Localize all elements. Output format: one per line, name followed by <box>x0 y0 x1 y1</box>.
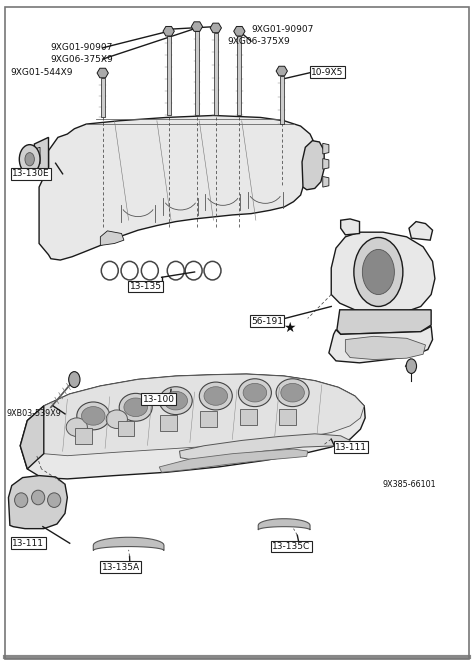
FancyBboxPatch shape <box>200 412 217 427</box>
Polygon shape <box>39 115 317 260</box>
Circle shape <box>69 372 80 388</box>
Text: 13-130E: 13-130E <box>12 169 50 178</box>
Polygon shape <box>20 374 365 479</box>
Polygon shape <box>9 476 67 529</box>
Text: 9XB03-539X9: 9XB03-539X9 <box>6 410 61 418</box>
Circle shape <box>354 238 403 306</box>
Ellipse shape <box>164 392 188 410</box>
Polygon shape <box>323 176 329 187</box>
Circle shape <box>25 153 35 166</box>
Ellipse shape <box>199 382 232 410</box>
Text: 13-135: 13-135 <box>129 282 162 291</box>
FancyBboxPatch shape <box>214 33 218 115</box>
Ellipse shape <box>66 418 87 436</box>
Ellipse shape <box>106 410 128 428</box>
Ellipse shape <box>159 387 192 414</box>
Polygon shape <box>337 310 431 334</box>
Polygon shape <box>210 23 221 33</box>
Ellipse shape <box>82 407 105 425</box>
Text: 13-100: 13-100 <box>143 395 175 404</box>
Text: 9XG01-544X9: 9XG01-544X9 <box>11 68 73 77</box>
Polygon shape <box>323 159 329 169</box>
FancyBboxPatch shape <box>167 36 171 115</box>
Polygon shape <box>35 137 48 174</box>
FancyBboxPatch shape <box>75 428 92 444</box>
Polygon shape <box>180 434 350 460</box>
FancyBboxPatch shape <box>118 420 134 436</box>
FancyBboxPatch shape <box>160 415 177 431</box>
Circle shape <box>406 359 417 374</box>
Ellipse shape <box>119 394 152 421</box>
Circle shape <box>362 250 394 294</box>
Polygon shape <box>409 222 433 240</box>
Text: 13-135C: 13-135C <box>273 542 310 551</box>
Text: 9XG01-90907: 9XG01-90907 <box>51 43 113 53</box>
Polygon shape <box>100 231 124 246</box>
Polygon shape <box>97 68 109 78</box>
Text: 13-135A: 13-135A <box>102 563 140 571</box>
FancyBboxPatch shape <box>240 409 257 424</box>
Ellipse shape <box>238 379 272 407</box>
Polygon shape <box>20 406 44 469</box>
Ellipse shape <box>243 384 267 402</box>
FancyBboxPatch shape <box>195 31 199 115</box>
FancyBboxPatch shape <box>279 409 296 424</box>
Circle shape <box>19 145 40 174</box>
Polygon shape <box>258 519 310 530</box>
Text: 10-9X5: 10-9X5 <box>311 68 344 77</box>
FancyBboxPatch shape <box>237 36 241 115</box>
Ellipse shape <box>276 379 309 407</box>
Text: 9XG06-375X9: 9XG06-375X9 <box>51 55 114 63</box>
Polygon shape <box>341 219 359 235</box>
Text: 9XG01-90907: 9XG01-90907 <box>251 25 313 34</box>
Polygon shape <box>93 537 164 551</box>
Polygon shape <box>346 336 426 360</box>
Polygon shape <box>323 143 329 154</box>
Text: 9X385-66101: 9X385-66101 <box>382 480 436 489</box>
Text: 56-191: 56-191 <box>251 316 283 326</box>
Text: 13-111: 13-111 <box>12 539 44 547</box>
Polygon shape <box>159 449 308 472</box>
Polygon shape <box>331 232 435 314</box>
Polygon shape <box>302 141 324 190</box>
Text: 13-111: 13-111 <box>335 443 367 452</box>
Ellipse shape <box>47 493 61 507</box>
Polygon shape <box>163 27 174 36</box>
Polygon shape <box>234 27 245 36</box>
Polygon shape <box>35 374 364 456</box>
Polygon shape <box>27 147 40 164</box>
FancyBboxPatch shape <box>101 78 105 117</box>
FancyBboxPatch shape <box>280 76 283 124</box>
Ellipse shape <box>124 398 147 416</box>
Polygon shape <box>276 66 287 76</box>
Ellipse shape <box>77 402 110 430</box>
Polygon shape <box>329 326 433 363</box>
Ellipse shape <box>204 387 228 406</box>
Ellipse shape <box>281 384 304 402</box>
Ellipse shape <box>15 493 28 507</box>
Polygon shape <box>191 22 202 31</box>
Text: ★: ★ <box>283 321 296 335</box>
Ellipse shape <box>32 490 45 505</box>
Text: 9XG06-375X9: 9XG06-375X9 <box>228 37 291 46</box>
